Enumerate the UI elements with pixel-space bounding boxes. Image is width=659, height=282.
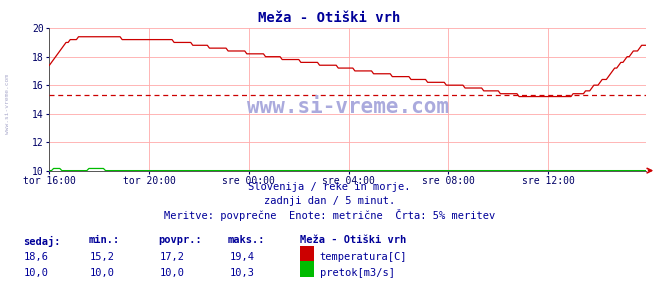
Text: Meža - Otiški vrh: Meža - Otiški vrh (300, 235, 406, 245)
Text: sedaj:: sedaj: (23, 235, 61, 246)
Text: 10,0: 10,0 (90, 268, 115, 278)
Text: 10,0: 10,0 (24, 268, 49, 278)
Text: Slovenija / reke in morje.: Slovenija / reke in morje. (248, 182, 411, 192)
Text: 17,2: 17,2 (160, 252, 185, 262)
Text: pretok[m3/s]: pretok[m3/s] (320, 268, 395, 278)
Text: 19,4: 19,4 (229, 252, 254, 262)
Text: 10,3: 10,3 (229, 268, 254, 278)
Text: temperatura[C]: temperatura[C] (320, 252, 407, 262)
Text: 15,2: 15,2 (90, 252, 115, 262)
Text: Meritve: povprečne  Enote: metrične  Črta: 5% meritev: Meritve: povprečne Enote: metrične Črta:… (164, 209, 495, 221)
Text: maks.:: maks.: (227, 235, 265, 245)
Text: 10,0: 10,0 (160, 268, 185, 278)
Text: www.si-vreme.com: www.si-vreme.com (5, 74, 11, 134)
Text: povpr.:: povpr.: (158, 235, 202, 245)
Text: Meža - Otiški vrh: Meža - Otiški vrh (258, 11, 401, 25)
Text: zadnji dan / 5 minut.: zadnji dan / 5 minut. (264, 196, 395, 206)
Text: 18,6: 18,6 (24, 252, 49, 262)
Text: www.si-vreme.com: www.si-vreme.com (246, 96, 449, 116)
Text: min.:: min.: (89, 235, 120, 245)
